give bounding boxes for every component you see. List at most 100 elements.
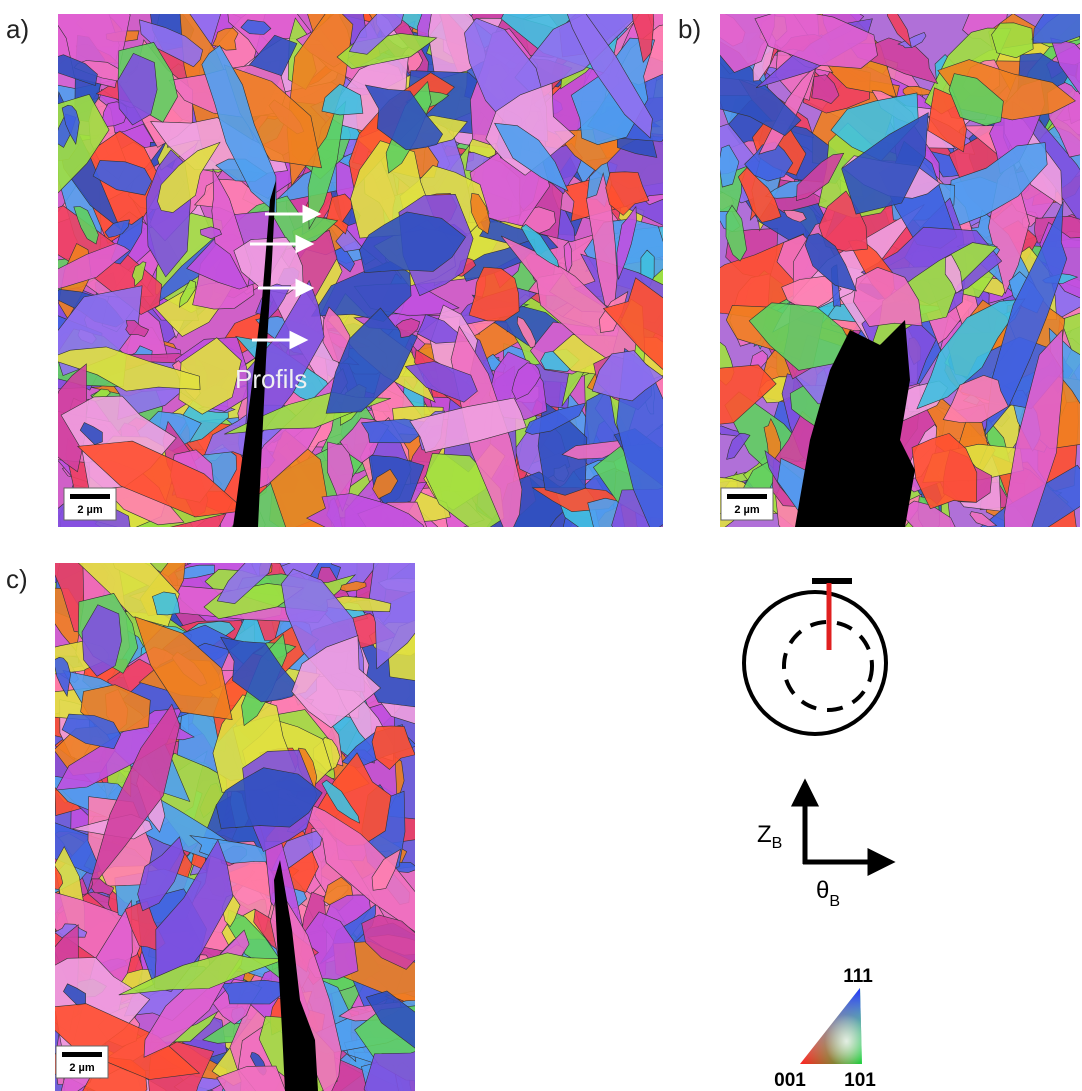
grain xyxy=(470,192,491,235)
ebsd-map-b xyxy=(720,14,1080,527)
grain xyxy=(179,279,197,308)
grain xyxy=(322,306,351,365)
grain xyxy=(368,563,415,670)
grain xyxy=(321,779,360,824)
grain xyxy=(605,171,650,216)
grain xyxy=(744,141,794,182)
grain xyxy=(87,703,181,894)
grain xyxy=(73,206,99,245)
axis-label: ZB xyxy=(757,821,782,852)
grain xyxy=(152,591,181,616)
grain xyxy=(211,27,239,51)
grain xyxy=(616,205,637,280)
axis-label: θB xyxy=(816,877,840,910)
grain xyxy=(942,374,1009,423)
symbol: Z xyxy=(757,821,772,848)
grain xyxy=(632,14,655,63)
grain xyxy=(137,836,185,912)
grain xyxy=(524,402,587,435)
grain xyxy=(811,74,840,105)
grain xyxy=(199,226,222,240)
grain xyxy=(216,1065,286,1091)
grain xyxy=(201,44,277,214)
grain xyxy=(371,848,401,891)
grain xyxy=(58,346,201,392)
grain xyxy=(720,144,740,188)
grain xyxy=(55,865,64,890)
subscript: B xyxy=(772,835,783,852)
grain xyxy=(485,82,576,176)
grain xyxy=(216,563,272,605)
grain xyxy=(139,19,204,68)
grain xyxy=(804,233,858,292)
grain xyxy=(563,241,573,276)
scale-bar: 2 µm xyxy=(720,487,774,521)
grain xyxy=(1032,14,1080,44)
grain xyxy=(516,316,536,349)
scale-bar: 2 µm xyxy=(55,1045,109,1079)
grain xyxy=(783,209,807,223)
grain xyxy=(104,219,130,238)
ipf-label: 101 xyxy=(844,1070,876,1091)
grain xyxy=(215,767,323,829)
grain xyxy=(55,708,183,791)
symbol: θ xyxy=(816,877,829,904)
grain xyxy=(754,14,878,69)
grain xyxy=(117,53,158,126)
panel-label: c) xyxy=(6,564,28,594)
grain xyxy=(416,314,470,344)
grain xyxy=(969,511,998,527)
grain xyxy=(291,635,382,729)
grain xyxy=(365,990,415,1049)
scale-label: 2 µm xyxy=(734,504,760,516)
grain xyxy=(131,261,147,287)
grain xyxy=(395,318,421,338)
grain xyxy=(944,254,963,294)
grain xyxy=(359,211,467,274)
grain xyxy=(321,83,364,116)
grain xyxy=(58,243,131,289)
profile-arrows xyxy=(250,204,322,350)
grain xyxy=(520,224,560,268)
crack xyxy=(795,320,915,527)
grain xyxy=(348,14,404,55)
grain xyxy=(79,422,103,446)
grain xyxy=(585,172,618,310)
grain xyxy=(748,302,854,371)
panel-label: a) xyxy=(6,14,29,44)
grain xyxy=(364,84,443,151)
grain xyxy=(737,167,782,223)
grain xyxy=(371,725,415,770)
grain xyxy=(220,636,299,703)
grain xyxy=(310,261,412,322)
scale-label: 2 µm xyxy=(77,504,103,516)
grain xyxy=(92,160,153,196)
ipf-label: 111 xyxy=(843,966,873,987)
grain xyxy=(720,364,777,425)
grain xyxy=(948,73,1004,127)
orientation-diagram xyxy=(742,578,888,736)
crack xyxy=(274,860,318,1091)
annotation: Profils xyxy=(235,364,307,394)
grain xyxy=(409,397,527,453)
grain xyxy=(81,604,122,677)
grain xyxy=(339,581,367,592)
panel-label: b) xyxy=(678,14,701,44)
scale-bar: 2 µm xyxy=(63,487,117,521)
ipf-triangle xyxy=(800,988,862,1064)
grain xyxy=(61,104,80,145)
grain xyxy=(61,713,121,750)
grain xyxy=(240,19,272,35)
grain xyxy=(178,337,242,415)
grain xyxy=(1003,329,1064,527)
grain xyxy=(118,952,286,996)
grain xyxy=(591,350,663,402)
crack xyxy=(233,180,276,527)
ipf-label: 001 xyxy=(774,1070,806,1091)
grain xyxy=(511,362,541,400)
grain xyxy=(77,440,247,518)
subscript: B xyxy=(829,893,840,910)
ebsd-map-a xyxy=(58,14,663,527)
grain xyxy=(125,320,150,338)
